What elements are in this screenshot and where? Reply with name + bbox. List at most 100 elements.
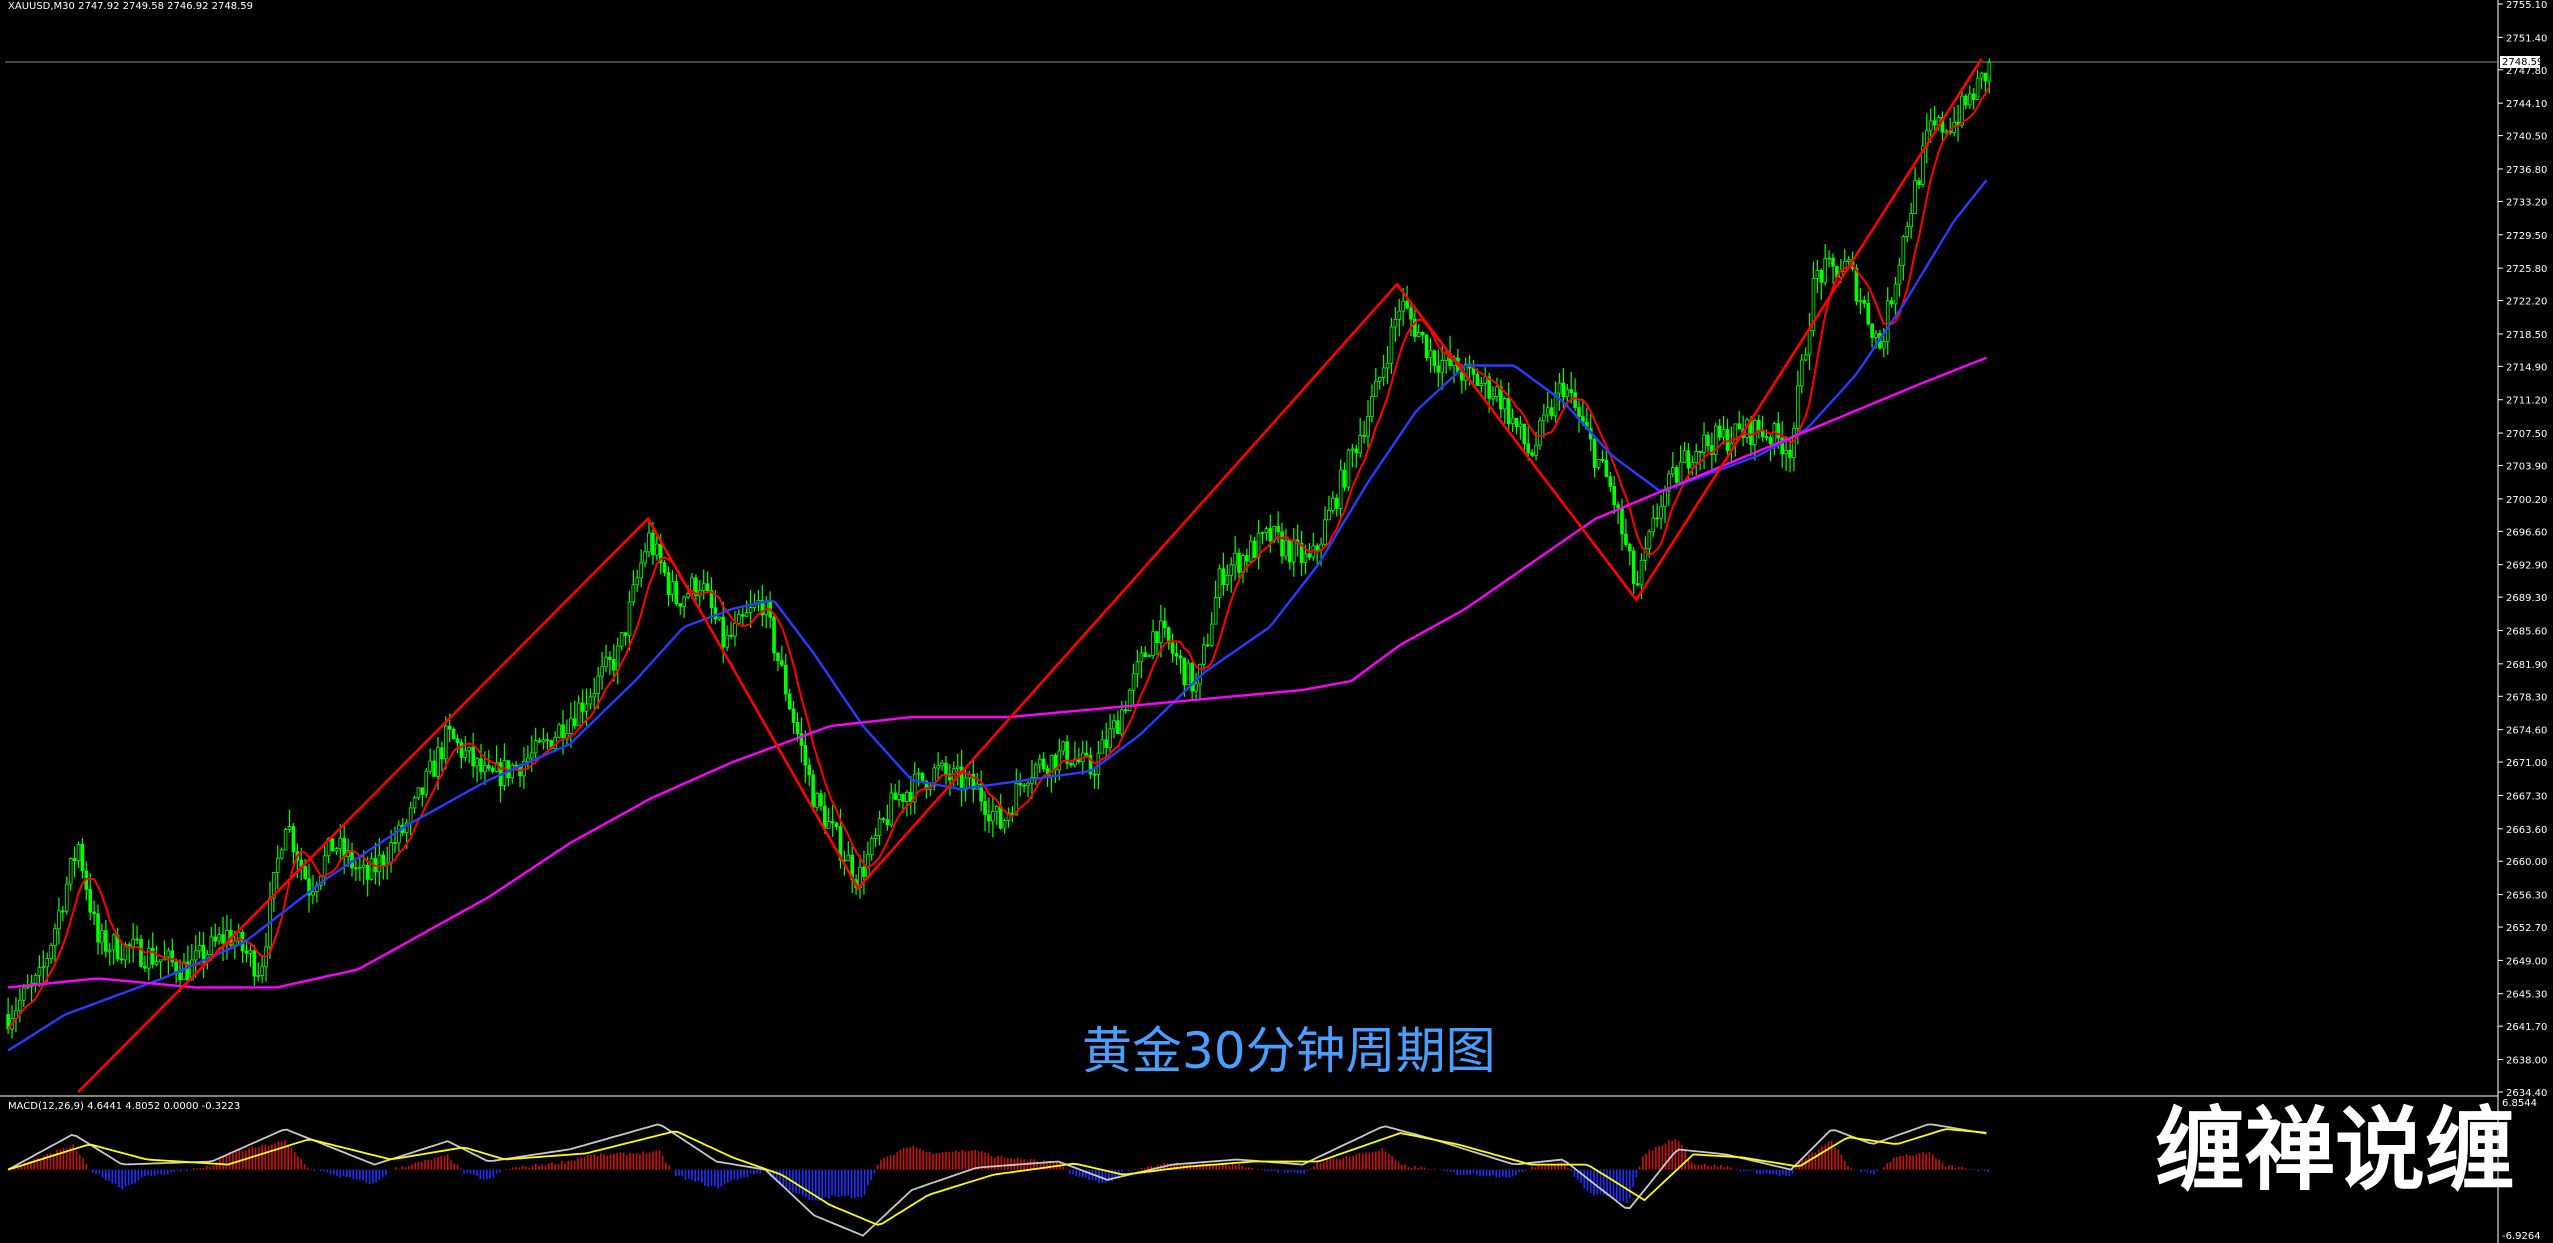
candle-body [1960,95,1964,126]
candle-body [748,607,753,614]
candle-body [1866,302,1870,325]
candle-body [873,835,878,839]
candle-body [533,740,538,754]
candle-body [705,583,710,591]
candle-body [1526,443,1531,454]
candle-body [1291,539,1296,563]
current-price-rect [2500,56,2540,68]
candle-body [1796,385,1800,429]
macd-lines [7,1123,1987,1237]
price-tick-label: 2707.50 [2506,429,2547,440]
candle-body [1663,490,1667,508]
candle-body [936,765,940,769]
candle-body [608,656,612,660]
candle-body [1592,438,1597,468]
candle-body [1635,583,1640,586]
candle-body [45,958,50,968]
candle-body [1233,552,1237,566]
candle-body [1674,467,1679,483]
candle-body [1182,657,1187,686]
candle-body [1002,820,1007,829]
candle-body [1768,437,1773,445]
candle-body [1307,553,1312,558]
candle-body [197,944,202,952]
candle-body [1815,270,1820,279]
candle-body [1268,528,1273,542]
candle-body [1549,407,1554,417]
candle-body [963,777,968,791]
candle-body [834,822,839,827]
candle-body [955,766,960,770]
candle-body [721,616,726,648]
candle-body [389,842,393,864]
candle-body [686,593,690,598]
macd-axis-max: 6.8544 [2502,1098,2537,1109]
candle-body [1186,662,1191,686]
candle-body [596,675,600,694]
candle-body [412,797,417,809]
candle-body [18,999,22,1012]
candle-body [877,818,882,836]
candle-body [1608,476,1613,487]
candle-body [1393,318,1398,328]
candle-body [131,938,135,948]
candle-body [1940,117,1945,133]
candle-body [404,822,409,834]
candle-body [1499,386,1503,410]
candle-body [713,607,718,620]
candle-body [475,758,479,767]
candle-body [643,551,647,564]
candle-body [1971,93,1976,100]
candle-body [1428,350,1433,359]
candle-body [252,950,257,977]
candle-body [1694,451,1699,463]
candle-body [1248,540,1253,562]
candle-body [303,866,307,880]
price-tick-label: 2652.70 [2506,923,2547,934]
candle-body [709,590,714,609]
price-tick-label: 2747.80 [2506,66,2547,77]
candle-body [729,634,733,637]
candle-body [1209,623,1214,646]
candle-body [479,758,483,773]
candle-body [1964,95,1968,106]
candle-body [588,696,593,705]
candle-body [256,975,261,977]
candle-body [1721,429,1726,438]
candle-body [1600,458,1605,461]
candle-body [1846,259,1851,262]
candle-body [287,826,292,830]
price-tick-label: 2696.60 [2506,527,2547,538]
candle-body [88,888,93,913]
candle-body [1018,782,1023,786]
candle-body [862,866,866,877]
candle-body [1565,389,1570,398]
candle-body [1037,758,1042,766]
candle-body [416,787,421,799]
candle-body [1041,758,1046,770]
candle-body [1377,377,1382,382]
candle-body [971,774,976,790]
candle-body [221,934,225,944]
candle-body [701,583,706,592]
candle-body [21,987,26,1001]
candle-body [201,944,206,963]
candle-body [1979,72,1984,79]
price-tick-label: 2685.60 [2506,626,2547,637]
candle-body [236,931,241,942]
candle-body [1006,812,1011,821]
candle-body [655,543,659,556]
candle-body [1151,631,1155,656]
candle-body [592,693,597,698]
candle-body [647,532,651,553]
candle-body [569,718,573,734]
candle-body [338,837,343,849]
candle-body [651,532,655,556]
candle-body [920,772,925,782]
macd-panel[interactable]: MACD(12,26,9) 4.6441 4.8052 0.0000 -0.32… [7,1098,2541,1242]
candle-body [987,814,991,822]
candle-body [1897,264,1902,285]
candle-body [1624,533,1628,545]
candle-body [803,744,808,766]
